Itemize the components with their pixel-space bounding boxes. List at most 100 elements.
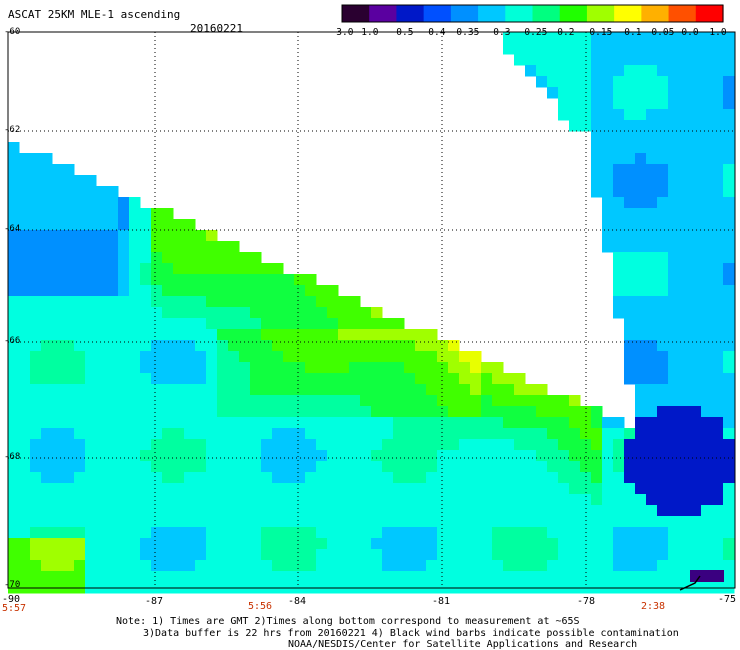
field-cell	[470, 483, 482, 495]
field-cell	[118, 439, 130, 451]
field-cell	[701, 252, 713, 264]
field-cell	[41, 230, 53, 242]
field-cell	[536, 43, 548, 55]
field-cell	[305, 538, 317, 550]
field-cell	[657, 494, 669, 506]
field-cell	[316, 527, 328, 539]
field-cell	[437, 461, 449, 473]
field-cell	[712, 516, 724, 528]
field-cell	[712, 142, 724, 154]
field-cell	[30, 186, 42, 198]
field-cell	[173, 241, 185, 253]
field-cell	[173, 362, 185, 374]
field-cell	[635, 87, 647, 99]
field-cell	[723, 109, 735, 121]
field-cell	[52, 175, 64, 187]
field-cell	[525, 516, 537, 528]
field-cell	[107, 241, 119, 253]
field-cell	[173, 395, 185, 407]
field-cell	[646, 219, 658, 231]
field-cell	[261, 417, 273, 429]
field-cell	[96, 527, 108, 539]
field-cell	[8, 571, 20, 583]
field-cell	[162, 307, 174, 319]
field-cell	[635, 450, 647, 462]
field-cell	[118, 527, 130, 539]
field-cell	[327, 329, 339, 341]
field-cell	[657, 186, 669, 198]
field-cell	[250, 318, 262, 330]
field-cell	[525, 450, 537, 462]
field-cell	[140, 428, 152, 440]
field-cell	[723, 351, 735, 363]
field-cell	[217, 252, 229, 264]
field-cell	[85, 296, 97, 308]
field-cell	[195, 230, 207, 242]
field-cell	[712, 65, 724, 77]
field-cell	[712, 560, 724, 572]
field-cell	[151, 230, 163, 242]
field-cell	[657, 296, 669, 308]
field-cell	[272, 285, 284, 297]
field-cell	[525, 483, 537, 495]
field-cell	[338, 560, 350, 572]
field-cell	[624, 142, 636, 154]
field-cell	[415, 340, 427, 352]
field-cell	[657, 274, 669, 286]
field-cell	[679, 461, 691, 473]
field-cell	[679, 318, 691, 330]
field-cell	[305, 340, 317, 352]
field-cell	[52, 340, 64, 352]
field-cell	[360, 329, 372, 341]
field-cell	[96, 505, 108, 517]
field-cell	[162, 340, 174, 352]
field-cell	[360, 505, 372, 517]
field-cell	[195, 571, 207, 583]
field-cell	[481, 450, 493, 462]
field-cell	[371, 307, 383, 319]
field-cell	[272, 263, 284, 275]
field-cell	[536, 483, 548, 495]
field-cell	[382, 395, 394, 407]
field-cell	[415, 516, 427, 528]
field-cell	[228, 373, 240, 385]
field-cell	[646, 241, 658, 253]
field-cell	[635, 373, 647, 385]
field-cell	[250, 417, 262, 429]
field-cell	[701, 164, 713, 176]
field-cell	[635, 131, 647, 143]
field-cell	[481, 516, 493, 528]
field-cell	[470, 494, 482, 506]
field-cell	[140, 538, 152, 550]
field-cell	[129, 340, 141, 352]
field-cell	[657, 87, 669, 99]
field-cell	[19, 395, 31, 407]
field-cell	[657, 230, 669, 242]
field-cell	[19, 318, 31, 330]
field-cell	[250, 351, 262, 363]
field-cell	[602, 219, 614, 231]
field-cell	[283, 395, 295, 407]
field-cell	[41, 516, 53, 528]
field-cell	[558, 472, 570, 484]
colorbar-swatch	[423, 5, 452, 22]
field-cell	[470, 538, 482, 550]
field-cell	[712, 450, 724, 462]
field-cell	[107, 208, 119, 220]
field-cell	[195, 329, 207, 341]
field-cell	[679, 505, 691, 517]
field-cell	[459, 450, 471, 462]
field-cell	[613, 76, 625, 88]
field-cell	[261, 340, 273, 352]
field-cell	[8, 274, 20, 286]
field-cell	[580, 428, 592, 440]
field-cell	[613, 560, 625, 572]
field-cell	[459, 505, 471, 517]
field-cell	[74, 263, 86, 275]
note-line-2: 3)Data buffer is 22 hrs from 20160221 4)…	[143, 628, 679, 639]
field-cell	[63, 318, 75, 330]
field-cell	[536, 560, 548, 572]
field-cell	[646, 131, 658, 143]
field-cell	[668, 32, 680, 44]
field-cell	[8, 472, 20, 484]
